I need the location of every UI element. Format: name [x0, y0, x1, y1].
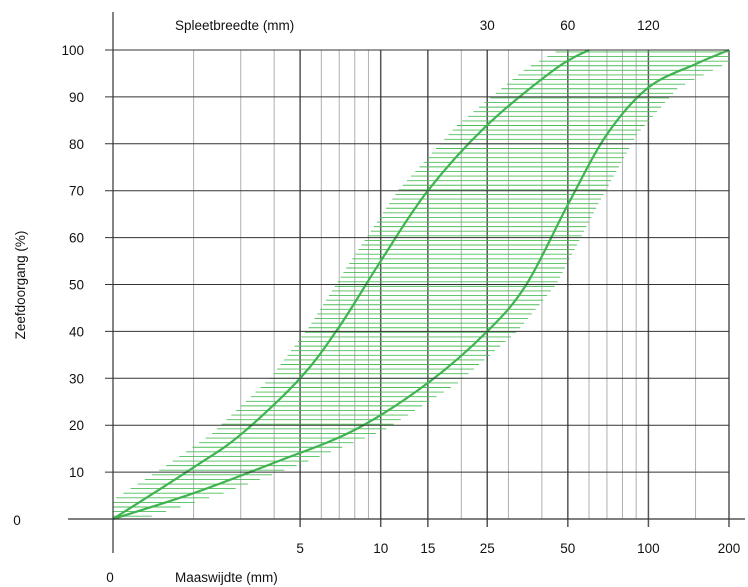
gridlines [193, 50, 730, 527]
x-tick-label-200: 200 [718, 541, 741, 556]
y-axis-title: Zeefdoorgang (%) [13, 231, 28, 340]
top-tick-label-30: 30 [480, 18, 495, 33]
y-tick-label-10: 10 [69, 465, 84, 480]
x-tick-label-15: 15 [420, 541, 435, 556]
y-tick-label-40: 40 [69, 324, 84, 339]
y-origin-label: 0 [13, 513, 21, 528]
x-tick-label-25: 25 [480, 541, 495, 556]
tick-labels: 10 20 30 40 50 60 70 80 90 100 5 10 15 25 50 100 200 30 60… [61, 18, 740, 556]
y-tick-label-30: 30 [69, 371, 84, 386]
x-tick-label-100: 100 [637, 541, 660, 556]
y-tick-label-90: 90 [69, 90, 84, 105]
top-tick-label-120: 120 [637, 18, 660, 33]
x-axis-title: Maaswijdte (mm) [175, 570, 278, 585]
x-tick-label-5: 5 [296, 541, 304, 556]
y-tick-label-60: 60 [69, 231, 84, 246]
x-origin-label: 0 [106, 570, 114, 585]
y-tick-label-20: 20 [69, 418, 84, 433]
top-axis-title: Spleetbreedte (mm) [175, 18, 294, 33]
x-tick-label-50: 50 [560, 541, 575, 556]
top-tick-label-60: 60 [560, 18, 575, 33]
y-tick-label-80: 80 [69, 137, 84, 152]
fine-limit-curve [112, 49, 590, 520]
y-tick-label-50: 50 [69, 278, 84, 293]
y-tick-label-100: 100 [61, 43, 84, 58]
y-tick-label-70: 70 [69, 184, 84, 199]
limit-curves [112, 48, 730, 521]
axes [68, 12, 745, 553]
coarse-limit-curve [112, 48, 730, 521]
x-tick-label-10: 10 [373, 541, 388, 556]
